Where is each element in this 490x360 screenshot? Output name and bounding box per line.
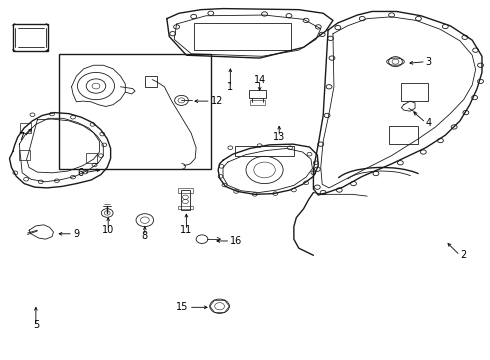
Text: 2: 2 — [460, 250, 466, 260]
Bar — [250, 100, 265, 105]
Bar — [401, 83, 428, 101]
Text: 14: 14 — [253, 75, 266, 85]
Bar — [59, 54, 211, 169]
Text: 6: 6 — [77, 168, 84, 178]
Text: 13: 13 — [273, 132, 285, 142]
Text: 3: 3 — [426, 57, 432, 67]
Bar — [177, 206, 193, 210]
Bar — [19, 150, 30, 160]
Text: 4: 4 — [426, 118, 432, 128]
Bar — [180, 190, 190, 211]
Text: 15: 15 — [176, 302, 189, 312]
Text: 10: 10 — [102, 225, 114, 235]
Text: 5: 5 — [33, 320, 39, 330]
Bar — [235, 145, 294, 156]
Text: 8: 8 — [142, 231, 148, 240]
Text: 9: 9 — [73, 229, 79, 239]
Bar — [86, 153, 97, 163]
Bar — [249, 90, 266, 98]
Bar — [20, 123, 31, 134]
Bar — [145, 76, 157, 87]
Text: 7: 7 — [18, 132, 24, 142]
Text: 11: 11 — [180, 225, 193, 235]
Bar — [177, 188, 193, 193]
Text: 12: 12 — [211, 96, 223, 106]
Text: 1: 1 — [227, 82, 233, 92]
Bar — [389, 126, 418, 144]
Bar — [13, 24, 48, 51]
Bar — [194, 23, 292, 50]
Text: 16: 16 — [230, 236, 243, 246]
